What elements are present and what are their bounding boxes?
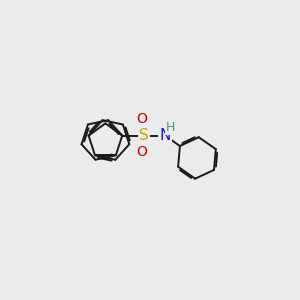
Text: S: S <box>139 128 148 143</box>
Text: O: O <box>137 112 148 126</box>
Text: N: N <box>159 128 171 143</box>
Text: O: O <box>137 145 148 159</box>
Text: H: H <box>166 121 175 134</box>
